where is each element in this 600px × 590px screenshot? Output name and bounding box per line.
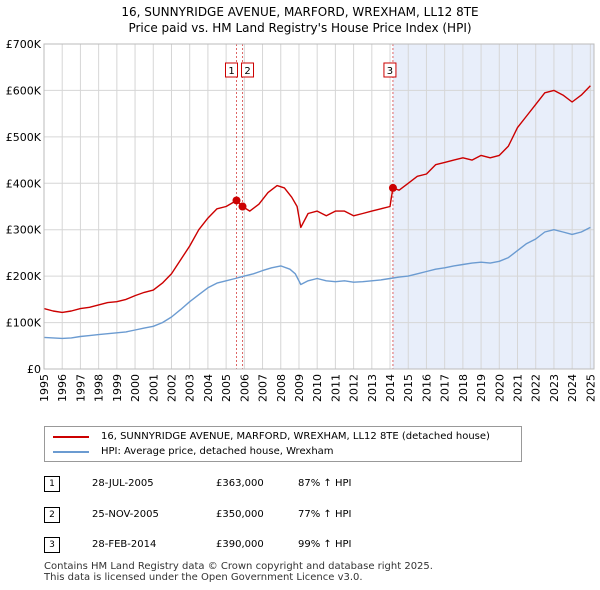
- sale-point: [238, 202, 247, 211]
- x-tick-label: 2001: [147, 374, 160, 402]
- chart-subtitle: Price paid vs. HM Land Registry's House …: [128, 21, 472, 35]
- shaded-region: [392, 44, 594, 369]
- chart-title: 16, SUNNYRIDGE AVENUE, MARFORD, WREXHAM,…: [121, 5, 479, 19]
- x-tick-label: 2009: [293, 374, 306, 402]
- x-tick-label: 1998: [93, 374, 106, 402]
- x-tick-label: 1995: [38, 374, 51, 402]
- x-tick-label: 2013: [366, 374, 379, 402]
- x-tick-label: 2018: [457, 374, 470, 402]
- chart-title-block: 16, SUNNYRIDGE AVENUE, MARFORD, WREXHAM,…: [0, 4, 600, 36]
- x-tick-label: 2023: [548, 374, 561, 402]
- sale-badge: 3: [44, 537, 60, 553]
- x-tick-label: 2025: [584, 374, 597, 402]
- series-line-hpi: [43, 226, 591, 340]
- sale-row-3: 3 28-FEB-2014 £390,000 99% ↑ HPI: [44, 537, 464, 553]
- x-tick-label: 1997: [74, 374, 87, 402]
- sale-price: £350,000: [216, 509, 264, 520]
- series-line-property: [43, 85, 591, 314]
- sale-marker-box: [383, 62, 397, 78]
- sale-price: £390,000: [216, 539, 264, 550]
- sale-date: 28-JUL-2005: [92, 478, 154, 489]
- footer-line-2: This data is licensed under the Open Gov…: [44, 572, 363, 583]
- y-tick-label: £500K: [6, 131, 42, 144]
- x-tick-label: 2015: [402, 374, 415, 402]
- x-tick-label: 2008: [275, 374, 288, 402]
- sale-hpi-change: 87% ↑ HPI: [298, 478, 352, 489]
- legend-swatch-hpi: [53, 451, 89, 453]
- sale-row-1: 1 28-JUL-2005 £363,000 87% ↑ HPI: [44, 476, 464, 492]
- legend-swatch-property: [53, 436, 89, 438]
- x-tick-label: 2014: [384, 374, 397, 402]
- sale-price: £363,000: [216, 478, 264, 489]
- sale-marker-label: 2: [244, 66, 250, 77]
- x-tick-label: 2022: [530, 374, 543, 402]
- sale-hpi-change: 77% ↑ HPI: [298, 509, 352, 520]
- sale-row-2: 2 25-NOV-2005 £350,000 77% ↑ HPI: [44, 507, 464, 523]
- x-tick-label: 1999: [111, 374, 124, 402]
- sale-point: [232, 196, 241, 205]
- y-tick-label: £100K: [6, 317, 42, 330]
- sale-marker-label: 1: [228, 66, 234, 77]
- sale-marker-label: 3: [387, 66, 393, 77]
- footer-attribution: Contains HM Land Registry data © Crown c…: [44, 561, 433, 583]
- sale-marker-box: [241, 62, 255, 78]
- sale-badge: 2: [44, 507, 60, 523]
- y-tick-label: £0: [27, 363, 41, 376]
- plot-border: [43, 43, 595, 370]
- x-tick-label: 2016: [420, 374, 433, 402]
- y-tick-label: £200K: [6, 270, 42, 283]
- x-tick-label: 2017: [439, 374, 452, 402]
- legend-label-property: 16, SUNNYRIDGE AVENUE, MARFORD, WREXHAM,…: [101, 431, 490, 442]
- x-tick-label: 2005: [220, 374, 233, 402]
- sale-badge: 1: [44, 476, 60, 492]
- price-chart: £0 £100K £200K £300K £400K £500K £600K £700K 199…: [6, 38, 598, 402]
- sale-marker-box: [225, 62, 238, 78]
- x-tick-label: 2006: [238, 374, 251, 402]
- sale-date: 28-FEB-2014: [92, 539, 157, 550]
- x-tick-label: 2000: [129, 374, 142, 402]
- chart-legend: 16, SUNNYRIDGE AVENUE, MARFORD, WREXHAM,…: [44, 426, 522, 462]
- x-tick-label: 2021: [512, 374, 525, 402]
- x-tick-label: 2020: [493, 374, 506, 402]
- y-tick-label: £400K: [6, 177, 42, 190]
- footer-line-1: Contains HM Land Registry data © Crown c…: [44, 561, 433, 572]
- x-tick-label: 2010: [311, 374, 324, 402]
- x-tick-label: 2019: [475, 374, 488, 402]
- y-tick-label: £300K: [6, 224, 42, 237]
- x-tick-label: 2011: [329, 374, 342, 402]
- x-tick-label: 2007: [257, 374, 270, 402]
- sale-hpi-change: 99% ↑ HPI: [298, 539, 352, 550]
- x-tick-label: 2003: [184, 374, 197, 402]
- x-tick-label: 2012: [348, 374, 361, 402]
- sale-date: 25-NOV-2005: [92, 509, 159, 520]
- x-tick-label: 2004: [202, 374, 215, 402]
- x-tick-label: 1996: [56, 374, 69, 402]
- x-tick-label: 2024: [566, 374, 579, 402]
- y-tick-label: £600K: [6, 84, 42, 97]
- x-tick-label: 2002: [165, 374, 178, 402]
- legend-label-hpi: HPI: Average price, detached house, Wrex…: [101, 446, 334, 457]
- y-tick-label: £700K: [6, 38, 42, 51]
- sale-point: [388, 183, 397, 192]
